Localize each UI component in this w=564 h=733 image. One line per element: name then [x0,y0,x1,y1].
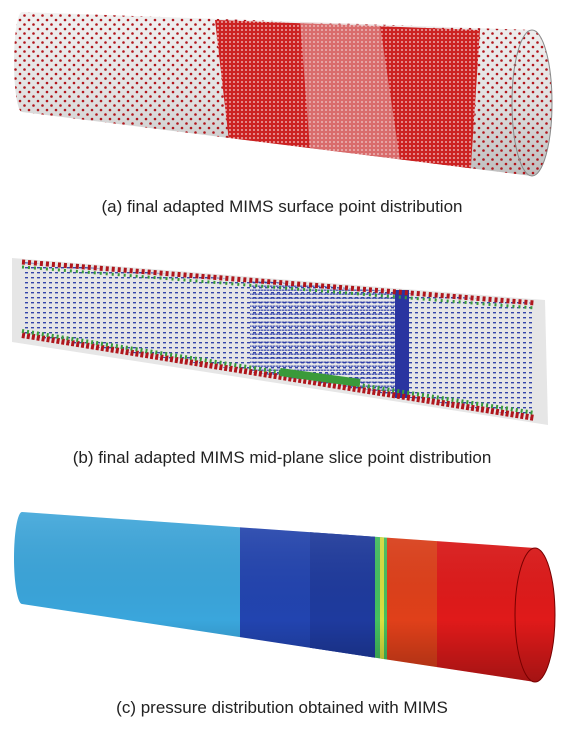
caption-b: (b) final adapted MIMS mid-plane slice p… [73,448,492,467]
figure: (a) final adapted MIMS surface point dis… [0,0,564,733]
page: (a) final adapted MIMS surface point dis… [0,0,564,733]
panel-a-image [0,0,564,190]
panel-b-image [12,258,548,425]
caption-c: (c) pressure distribution obtained with … [116,698,448,717]
caption-a: (a) final adapted MIMS surface point dis… [102,197,463,216]
panel-c-image [0,500,564,700]
